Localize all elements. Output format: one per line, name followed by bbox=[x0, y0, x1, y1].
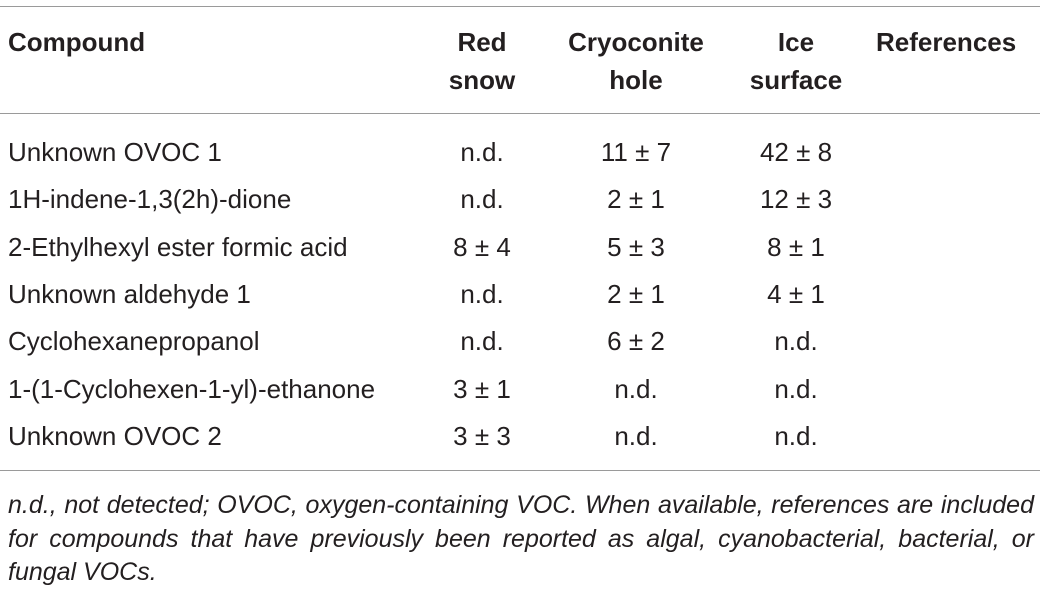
compound-name: Unknown OVOC 2 bbox=[8, 420, 222, 451]
table-cell: 4 ± 1 bbox=[767, 278, 825, 309]
compound-name: 1-(1-Cyclohexen-1-yl)-ethanone bbox=[8, 373, 376, 404]
table-cell: 5 ± 3 bbox=[607, 231, 665, 262]
compound-name: Unknown aldehyde 1 bbox=[8, 278, 251, 309]
table-cell: 6 ± 2 bbox=[607, 326, 665, 357]
table-cell: n.d. bbox=[460, 184, 504, 215]
table-cell: 8 ± 1 bbox=[767, 231, 825, 262]
table-cell: n.d. bbox=[774, 420, 818, 451]
table-cell: 2 ± 1 bbox=[607, 278, 665, 309]
header-rule bbox=[0, 113, 1040, 114]
table-cell: n.d. bbox=[614, 420, 658, 451]
compound-name: Unknown OVOC 1 bbox=[8, 137, 222, 167]
bottom-rule bbox=[0, 470, 1040, 471]
table-cell: 12 ± 3 bbox=[759, 184, 833, 215]
table-cell: n.d. bbox=[774, 373, 818, 404]
column-header: Red snow bbox=[448, 27, 516, 95]
table-cell: n.d. bbox=[460, 137, 504, 167]
top-rule bbox=[0, 6, 1040, 7]
table-cell: 3 ± 1 bbox=[453, 373, 511, 404]
compound-name: Cyclohexanepropanol bbox=[8, 326, 260, 357]
column-header: Compound bbox=[8, 27, 146, 57]
table-cell: 3 ± 3 bbox=[453, 420, 511, 451]
table-cell: 2 ± 1 bbox=[607, 184, 665, 215]
column-header: Ice surface bbox=[749, 27, 843, 95]
table-cell: 11 ± 7 bbox=[600, 137, 672, 167]
table-cell: n.d. bbox=[614, 373, 658, 404]
table-cell: 42 ± 8 bbox=[759, 137, 833, 167]
table-cell: 8 ± 4 bbox=[453, 231, 511, 262]
table-cell: n.d. bbox=[460, 326, 504, 357]
footnote: n.d., not detected; OVOC, oxygen-contain… bbox=[8, 491, 1034, 586]
column-header: Cryoconite hole bbox=[568, 27, 704, 95]
column-header: References bbox=[876, 27, 1017, 57]
compound-name: 2-Ethylhexyl ester formic acid bbox=[8, 231, 348, 262]
table-cell: n.d. bbox=[460, 278, 504, 309]
compound-name: 1H-indene-1,3(2h)-dione bbox=[8, 184, 292, 215]
table-cell: n.d. bbox=[774, 326, 818, 357]
